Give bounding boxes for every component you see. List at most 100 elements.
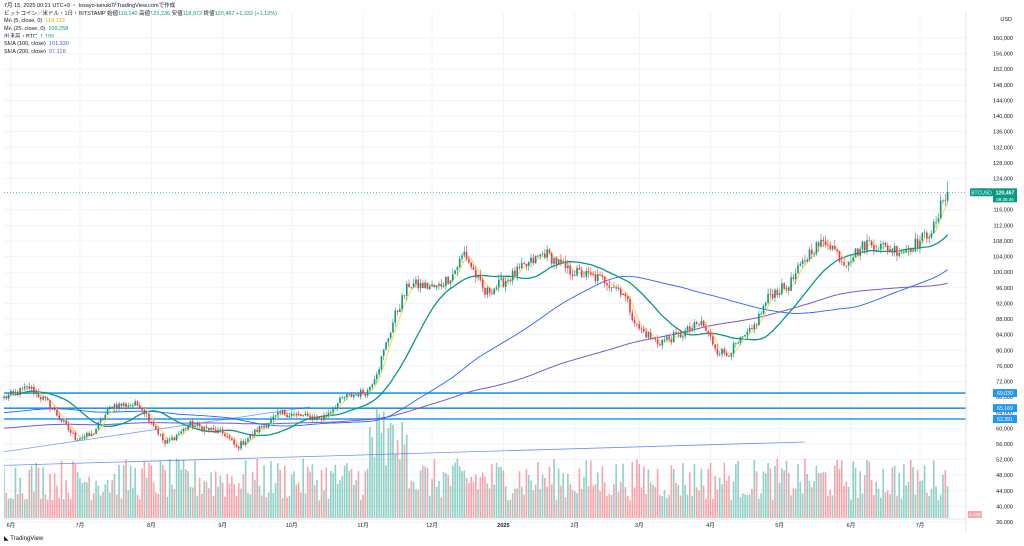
indicator-sma200[interactable]: SMA (200, close) 97,128	[4, 49, 66, 56]
volume-bar	[422, 466, 424, 518]
candle-body	[714, 344, 716, 349]
volume-bar	[709, 462, 712, 518]
candle-body	[771, 294, 774, 298]
volume-bar	[691, 495, 693, 518]
volume-bar	[493, 484, 496, 518]
volume-bar	[573, 491, 576, 518]
volume-bar	[392, 424, 394, 518]
volume-bar	[705, 498, 707, 518]
candle-body	[122, 403, 125, 406]
candle-body	[141, 408, 143, 411]
price-axis: USD 36,000 40,000 44,000 48,000 52,000 56,000 6…	[965, 12, 1017, 532]
author-note: tosayo-tanukiがTradingView.comで作成	[78, 3, 176, 9]
volume-bar	[382, 411, 385, 518]
candle-body	[661, 340, 664, 346]
high-value: 123,236	[150, 11, 171, 17]
volume-bar	[608, 493, 611, 518]
volume-bar	[640, 487, 643, 518]
volume-bar	[201, 493, 203, 518]
volume-bar	[67, 492, 70, 518]
candle-body	[498, 279, 500, 288]
candle-body	[845, 265, 848, 267]
volume-bar	[424, 466, 426, 518]
volume-bar	[461, 471, 463, 518]
grid	[4, 12, 966, 523]
volume-bar	[19, 477, 21, 518]
indicator-sma100[interactable]: SMA (100, close) 101,330	[4, 41, 69, 48]
price-tick-label: 88,000	[996, 317, 1013, 323]
candle-body	[240, 441, 242, 449]
volume-bar	[97, 485, 100, 518]
candle-body	[49, 400, 51, 409]
candle-body	[631, 312, 634, 320]
volume-bar	[26, 498, 28, 518]
candle-body	[120, 403, 123, 406]
candle-body	[399, 309, 401, 312]
candle-body	[907, 248, 910, 251]
candle-body	[619, 288, 622, 296]
volume-bar	[194, 460, 196, 518]
time-tick-label: 5月	[775, 522, 784, 529]
candle-body	[30, 386, 33, 389]
candle-body	[56, 409, 58, 416]
candle-body	[385, 342, 387, 350]
candle-body	[500, 277, 502, 280]
indicator-volume[interactable]: 出来高・BTC 1.199	[4, 33, 54, 40]
volume-bar	[799, 481, 802, 518]
volume-bar	[484, 476, 486, 518]
volume-bar	[732, 481, 735, 518]
tradingview-logo[interactable]: ◣ TradingView	[4, 535, 43, 542]
candle-body	[481, 279, 484, 288]
candle-body	[923, 232, 926, 234]
candle-body	[463, 251, 466, 256]
volume-bar	[889, 494, 891, 518]
volume-bar	[689, 472, 691, 518]
volume-bar	[730, 499, 733, 518]
volume-bar	[456, 458, 459, 518]
price-tick-label: 44,000	[996, 489, 1013, 495]
candle-body	[440, 283, 443, 287]
candle-body	[633, 319, 636, 324]
volume-bar	[562, 473, 565, 518]
candle-body	[705, 326, 707, 331]
volume-bar	[49, 473, 51, 518]
volume-bar	[873, 495, 875, 518]
volume-bar	[217, 486, 219, 518]
volume-bar	[870, 480, 873, 518]
volume-bar	[182, 459, 185, 518]
support-price-tag: 62,391	[993, 414, 1017, 423]
volume-bar	[751, 488, 753, 518]
volume-bar	[737, 460, 739, 518]
candle-body	[334, 408, 337, 410]
candle-body	[150, 421, 153, 423]
candle-body	[695, 322, 698, 324]
currency-label: USD	[1000, 17, 1012, 23]
volume-bar	[550, 484, 553, 518]
volume-bar	[318, 500, 321, 518]
candle-body	[509, 279, 512, 281]
candle-body	[730, 353, 733, 357]
volume-bar	[419, 470, 422, 518]
candle-body	[804, 260, 806, 262]
volume-bar	[74, 464, 77, 518]
candle-body	[820, 239, 822, 247]
candle-body	[548, 249, 551, 254]
candle-body	[201, 426, 203, 432]
indicator-ma25[interactable]: MA (25, close, 0) 109,258	[4, 25, 69, 32]
candle-body	[260, 426, 263, 428]
candle-body	[663, 339, 666, 341]
candle-body	[926, 232, 928, 239]
volume-bar	[861, 493, 864, 518]
volume-bar	[774, 466, 776, 518]
candle-body	[629, 299, 631, 313]
candle-body	[870, 241, 873, 246]
volume-bar	[631, 461, 634, 518]
candle-body	[610, 287, 613, 289]
indicator-ma5[interactable]: MA (5, close, 0) 119,133	[4, 18, 65, 24]
volume-bar	[886, 490, 889, 518]
volume-bar	[666, 498, 668, 518]
candle-body	[656, 339, 659, 345]
volume-bar	[138, 499, 141, 518]
volume-bar	[546, 486, 548, 518]
